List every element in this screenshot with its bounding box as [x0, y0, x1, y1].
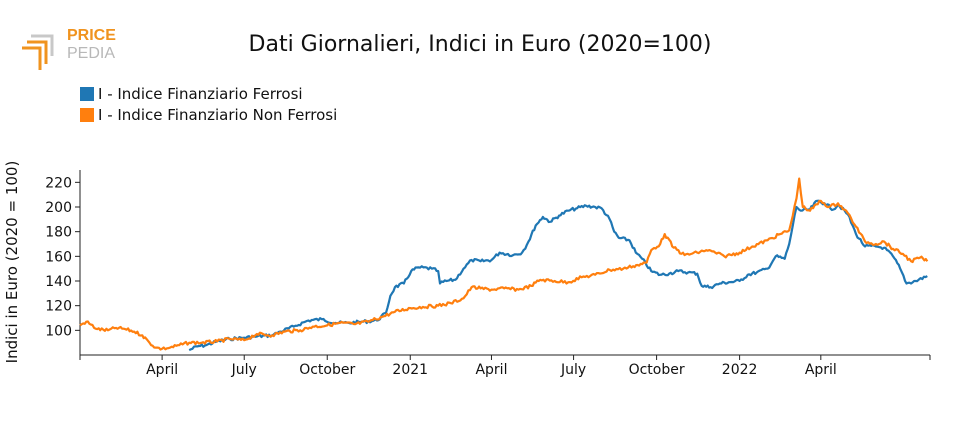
legend-swatch-non-ferrosi: [80, 107, 94, 122]
logo-text-pedia: PEDIA: [67, 45, 115, 62]
y-tick-label: 100: [45, 323, 72, 339]
x-tick-label: April: [146, 362, 178, 378]
y-tick-label: 180: [45, 225, 72, 241]
y-tick-label: 140: [45, 274, 72, 290]
pricepedia-logo: PRICE PEDIA: [22, 27, 116, 70]
y-tick-label: 220: [45, 175, 72, 191]
x-tick-label: April: [805, 362, 837, 378]
x-tick-label: 2021: [392, 362, 428, 378]
axes: 100 120 140 160 180 200 220 April July October 202…: [45, 170, 931, 378]
legend-item-ferrosi[interactable]: I - Indice Finanziario Ferrosi: [80, 83, 337, 104]
y-tick-label: 120: [45, 299, 72, 315]
x-tick-label: October: [299, 362, 355, 378]
logo-text-price: PRICE: [67, 27, 116, 44]
x-tick-label: April: [475, 362, 507, 378]
series-layer: [79, 177, 929, 352]
legend-label-non-ferrosi: I - Indice Finanziario Non Ferrosi: [98, 105, 338, 124]
x-tick-label: July: [231, 362, 257, 378]
x-tick-label: October: [629, 362, 685, 378]
series-line-ferrosi[interactable]: [188, 199, 928, 352]
x-tick-label: 2022: [722, 362, 758, 378]
y-tick-label: 160: [45, 249, 72, 265]
series-line-non-ferrosi[interactable]: [79, 177, 929, 351]
y-axis-title: Indici in Euro (2020 = 100): [3, 161, 21, 364]
y-tick-label: 200: [45, 200, 72, 216]
legend: I - Indice Finanziario Ferrosi I - Indic…: [80, 83, 337, 125]
legend-swatch-ferrosi: [80, 86, 94, 101]
chart-title: Dati Giornalieri, Indici in Euro (2020=1…: [248, 32, 712, 57]
legend-item-non-ferrosi[interactable]: I - Indice Finanziario Non Ferrosi: [80, 104, 337, 125]
x-tick-label: July: [560, 362, 586, 378]
logo-mark-icon: [22, 34, 54, 70]
legend-label-ferrosi: I - Indice Finanziario Ferrosi: [98, 84, 303, 103]
